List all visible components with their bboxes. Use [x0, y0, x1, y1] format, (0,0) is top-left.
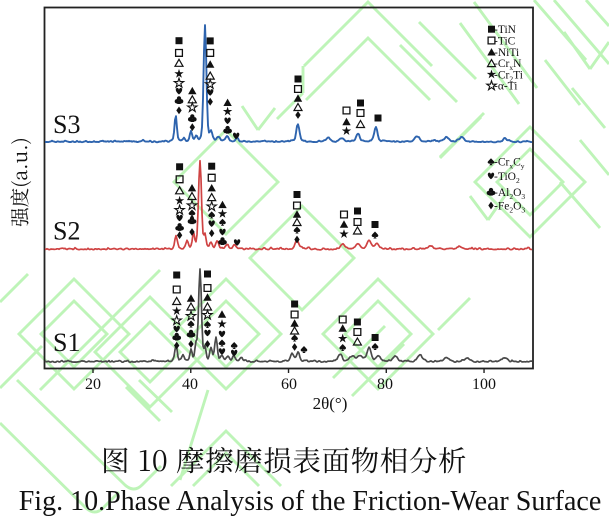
- svg-text:-CrxCy: -CrxCy: [494, 157, 525, 171]
- svg-text:80: 80: [377, 376, 393, 393]
- svg-text:-Al2O3: -Al2O3: [494, 187, 525, 201]
- svg-text:2θ(°): 2θ(°): [313, 394, 348, 413]
- svg-text:-TiC: -TiC: [494, 36, 516, 48]
- svg-text:-TiN: -TiN: [494, 24, 517, 36]
- svg-text:-NiTi: -NiTi: [494, 47, 519, 59]
- svg-text:-TiO2: -TiO2: [494, 171, 520, 185]
- svg-text:S2: S2: [53, 217, 80, 246]
- svg-text:Fig. 10.Phase Analysis of the: Fig. 10.Phase Analysis of the Friction-W…: [19, 486, 602, 517]
- svg-text:S3: S3: [53, 110, 80, 139]
- svg-text:S1: S1: [53, 328, 80, 357]
- svg-text:-α-Ti: -α-Ti: [494, 81, 518, 93]
- svg-text:20: 20: [85, 376, 101, 393]
- svg-text:60: 60: [281, 376, 297, 393]
- svg-text:-Fe2O3: -Fe2O3: [494, 201, 525, 215]
- svg-text:100: 100: [472, 376, 496, 393]
- svg-text:-CrxN: -CrxN: [494, 58, 522, 72]
- svg-text:-Cr2Ti: -Cr2Ti: [494, 69, 523, 83]
- svg-text:40: 40: [182, 376, 198, 393]
